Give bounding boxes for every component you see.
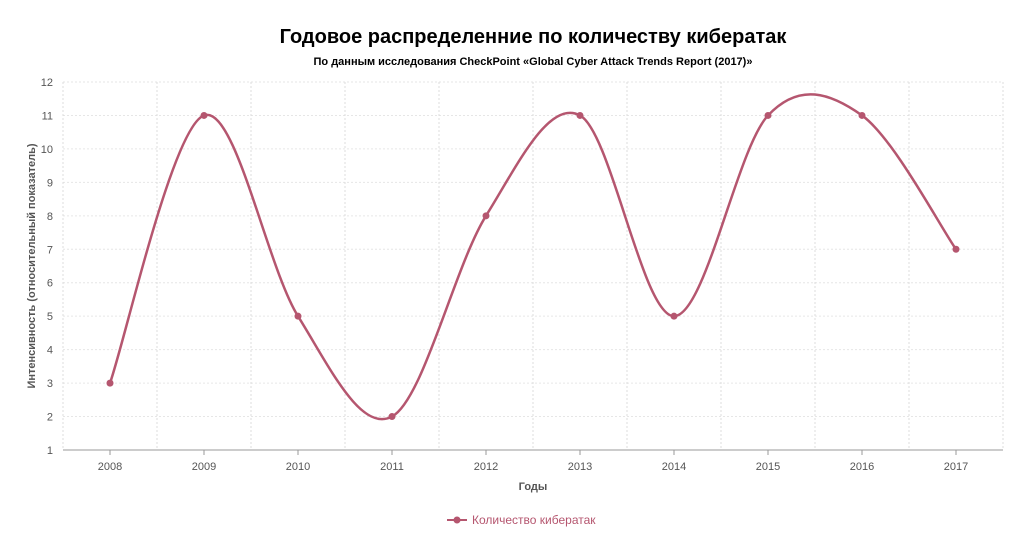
- data-point[interactable]: [200, 111, 208, 119]
- legend-series-label[interactable]: Количество кибератак: [472, 513, 596, 527]
- x-tick-label: 2014: [662, 461, 686, 473]
- data-point[interactable]: [858, 111, 866, 119]
- legend-series-marker: [453, 516, 461, 524]
- x-tick-label: 2017: [944, 461, 968, 473]
- y-tick-label: 11: [42, 110, 53, 122]
- x-tick-label: 2016: [850, 461, 874, 473]
- y-tick-label: 10: [41, 144, 53, 156]
- y-tick-label: 4: [47, 345, 53, 357]
- grid: [62, 81, 1004, 450]
- x-tick-label: 2012: [474, 461, 498, 473]
- legend[interactable]: Количество кибератак: [447, 513, 596, 527]
- x-tick-label: 2008: [98, 461, 122, 473]
- x-axis-ticks: 2008 2009 2010 2011 2012 2013 2014 2015 2016 2017: [98, 450, 968, 473]
- data-point[interactable]: [388, 413, 396, 421]
- series-line: [108, 93, 958, 421]
- y-tick-label: 2: [47, 412, 53, 424]
- x-tick-label: 2011: [380, 461, 404, 473]
- x-tick-label: 2015: [756, 461, 780, 473]
- data-point[interactable]: [952, 245, 960, 253]
- y-tick-label: 7: [47, 244, 53, 256]
- chart-title: Годовое распределенние по количеству киб…: [280, 26, 788, 48]
- y-tick-label: 1: [47, 445, 53, 457]
- y-tick-label: 12: [41, 77, 53, 89]
- data-point[interactable]: [106, 379, 114, 387]
- series-group: [106, 93, 960, 421]
- data-point[interactable]: [764, 111, 772, 119]
- data-point[interactable]: [670, 312, 678, 320]
- y-tick-label: 6: [47, 278, 53, 290]
- y-tick-label: 8: [47, 211, 53, 223]
- y-tick-label: 9: [47, 177, 53, 189]
- y-tick-label: 3: [47, 378, 53, 390]
- x-axis-title: Годы: [519, 481, 548, 493]
- x-tick-label: 2009: [192, 461, 216, 473]
- chart-subtitle: По данным исследования CheckPoint «Globa…: [314, 56, 753, 68]
- data-point[interactable]: [576, 111, 584, 119]
- data-point[interactable]: [482, 212, 490, 220]
- y-axis-title: Интенсивность (относительный показатель): [26, 143, 38, 388]
- y-tick-label: 5: [47, 311, 53, 323]
- data-point[interactable]: [294, 312, 302, 320]
- x-tick-label: 2010: [286, 461, 310, 473]
- x-tick-label: 2013: [568, 461, 592, 473]
